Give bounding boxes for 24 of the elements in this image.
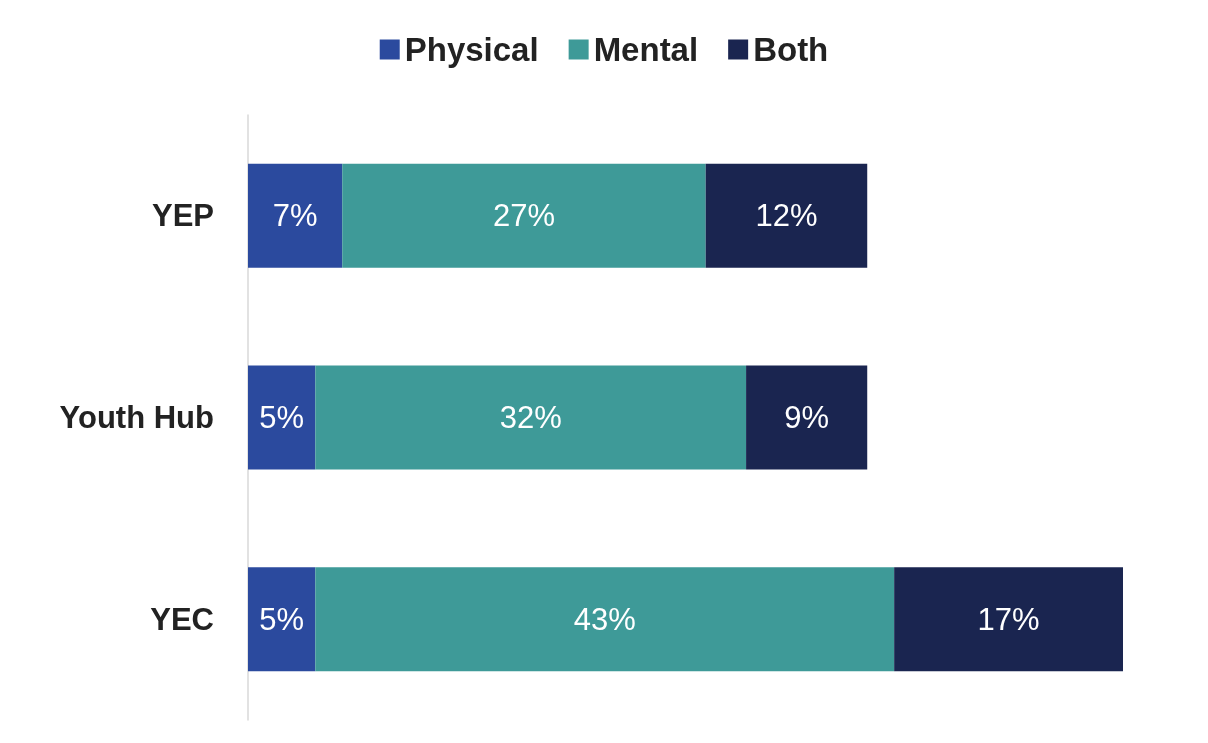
bar: [746, 365, 868, 470]
bar: [248, 567, 316, 672]
legend-label: Physical: [404, 31, 539, 68]
bar: [248, 163, 343, 268]
data-label: 5%: [259, 601, 305, 637]
y-tick-label: YEC: [150, 601, 214, 637]
data-label: 17%: [977, 601, 1040, 637]
data-label: 5%: [259, 400, 305, 435]
data-label: 7%: [272, 198, 318, 234]
bar: [705, 163, 868, 268]
y-tick-label: YEP: [151, 198, 214, 234]
data-label: 27%: [492, 198, 555, 234]
data-label: 43%: [573, 601, 636, 637]
bar: [248, 365, 316, 470]
bar: [342, 163, 706, 268]
y-tick-label: Youth Hub: [59, 400, 214, 435]
data-label: 32%: [499, 400, 562, 435]
bar: [315, 567, 895, 672]
bar: [315, 365, 747, 470]
data-label: 9%: [784, 400, 830, 435]
bar: [894, 567, 1123, 672]
data-label: 12%: [755, 198, 818, 234]
legend-label: Mental: [593, 31, 699, 68]
legend-label: Both: [753, 31, 829, 68]
